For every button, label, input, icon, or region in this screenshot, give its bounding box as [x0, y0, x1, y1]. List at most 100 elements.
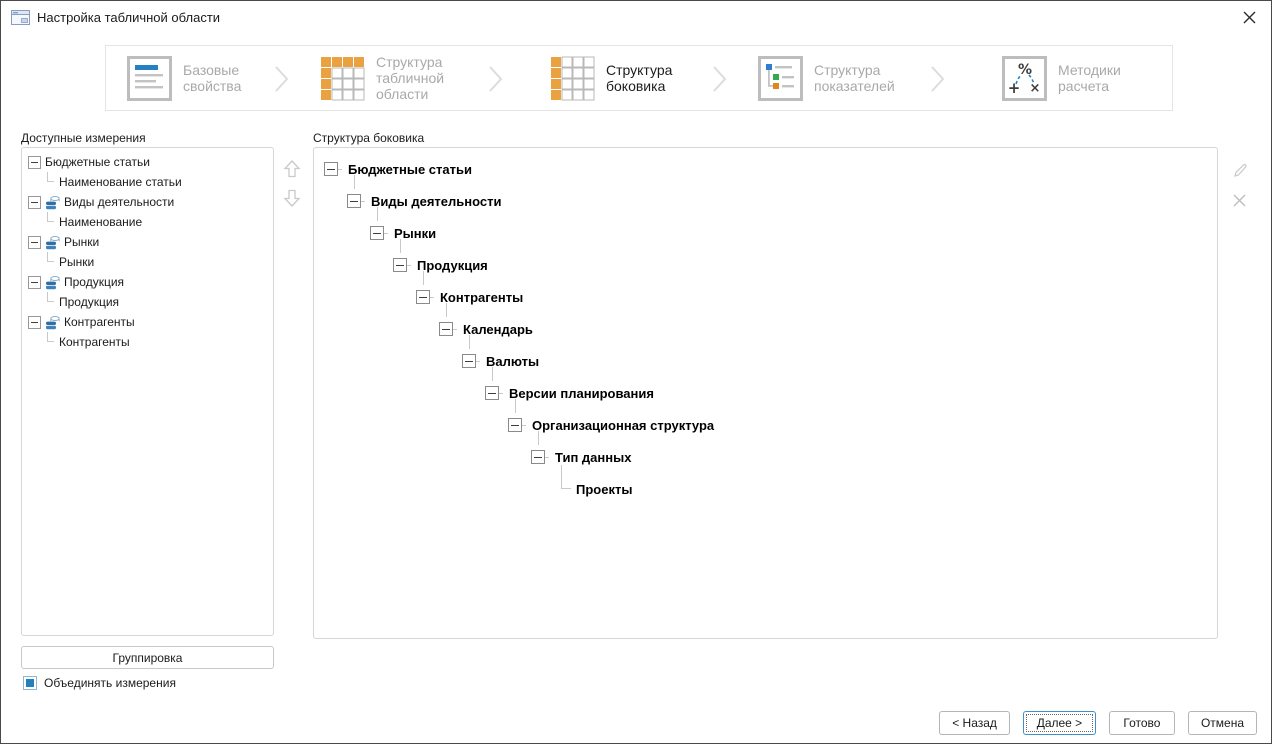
collapse-expander-icon[interactable] [324, 162, 338, 176]
window-title: Настройка табличной области [37, 10, 221, 25]
sidebar-tree-node[interactable]: Виды деятельности [314, 175, 1217, 217]
dimension-tree-child-node[interactable]: Продукция [22, 292, 273, 312]
sidebar-tree-node[interactable]: Проекты [314, 465, 1217, 505]
collapse-expander-icon[interactable] [28, 155, 41, 169]
tree-node-label: Организационная структура [532, 417, 715, 433]
pencil-icon [1234, 163, 1247, 177]
sidebar-tree-node[interactable]: Тип данных [314, 431, 1217, 473]
collapse-expander-icon[interactable] [439, 322, 453, 336]
tree-connector-line [561, 465, 571, 489]
tree-connector-line [400, 239, 401, 253]
delete-icon [1233, 194, 1246, 207]
tree-connector-line [407, 264, 411, 266]
chevron-right-icon [272, 64, 292, 94]
collapse-expander-icon[interactable] [28, 235, 41, 249]
collapse-expander-icon[interactable] [416, 290, 430, 304]
tree-connector-line [522, 424, 526, 426]
wizard-step-4[interactable]: Структура показателей [758, 46, 916, 110]
wizard-step-label: Методики расчета [1058, 62, 1121, 94]
dimension-icon [45, 315, 60, 330]
wizard-step-label: Базовые свойства [183, 62, 242, 94]
collapse-expander-icon[interactable] [370, 226, 384, 240]
collapse-expander-icon[interactable] [508, 418, 522, 432]
cancel-button[interactable]: Отмена [1187, 711, 1257, 735]
close-button[interactable] [1242, 10, 1258, 26]
remove-button[interactable] [1232, 193, 1249, 210]
edit-button[interactable] [1232, 162, 1249, 179]
tree-node-label: Контрагенты [59, 335, 130, 349]
dimension-icon [45, 275, 60, 290]
tree-connector-line [476, 360, 480, 362]
tree-connector-line [538, 431, 539, 445]
move-up-button[interactable] [283, 159, 301, 179]
tree-node-label: Наименование статьи [59, 175, 182, 189]
sidebar-tree-node[interactable]: Организационная структура [314, 399, 1217, 441]
tree-node-label: Контрагенты [64, 315, 135, 329]
tree-node-label: Рынки [59, 255, 95, 269]
finish-button[interactable]: Готово [1108, 711, 1175, 735]
dimension-tree-child-node[interactable]: Контрагенты [22, 332, 273, 352]
collapse-expander-icon[interactable] [28, 315, 41, 329]
document-icon [127, 55, 172, 101]
sidebar-tree-node[interactable]: Версии планирования [314, 367, 1217, 409]
dimension-tree-node[interactable]: Контрагенты [22, 312, 273, 332]
window-icon [11, 10, 30, 25]
collapse-expander-icon[interactable] [462, 354, 476, 368]
tree-connector-line [354, 175, 355, 189]
available-dimensions-label: Доступные измерения [21, 131, 146, 145]
tree-node-label: Продукция [59, 295, 120, 309]
merge-dimensions-checkbox[interactable] [23, 676, 37, 690]
next-button[interactable]: Далее > [1022, 711, 1096, 735]
sidebar-tree-node[interactable]: Рынки [314, 207, 1217, 249]
sidebar-tree-node[interactable]: Контрагенты [314, 271, 1217, 313]
chevron-right-icon [486, 64, 506, 94]
tree-connector-line [47, 332, 54, 342]
dimension-tree-child-node[interactable]: Наименование [22, 212, 273, 232]
wizard-step-5[interactable]: % + × Методики расчета [1002, 46, 1146, 110]
sidebar-tree-node[interactable]: Бюджетные статьи [314, 153, 1217, 185]
wizard-step-1[interactable]: Базовые свойства [127, 46, 263, 110]
dimension-tree-child-node[interactable]: Рынки [22, 252, 273, 272]
tree-connector-line [515, 399, 516, 413]
tree-node-label: Бюджетные статьи [45, 155, 150, 169]
wizard-step-label: Структура табличной области [376, 54, 445, 102]
tree-connector-line [469, 335, 470, 349]
svg-text:+: + [1008, 79, 1021, 97]
back-button[interactable]: < Назад [939, 711, 1010, 735]
tree-connector-line [47, 172, 54, 182]
tree-node-label: Валюты [486, 353, 540, 369]
tree-node-label: Бюджетные статьи [348, 161, 472, 177]
collapse-expander-icon[interactable] [28, 195, 41, 209]
collapse-expander-icon[interactable] [393, 258, 407, 272]
grouping-button[interactable]: Группировка [21, 646, 274, 669]
collapse-expander-icon[interactable] [28, 275, 41, 289]
sidebar-tree-node[interactable]: Продукция [314, 239, 1217, 281]
arrow-down-icon [283, 189, 301, 207]
dimension-tree-node[interactable]: Виды деятельности [22, 192, 273, 212]
footer-buttons: < Назад Далее > Готово Отмена [939, 711, 1257, 735]
merge-dimensions-label[interactable]: Объединять измерения [44, 676, 176, 690]
tree-node-label: Наименование [59, 215, 143, 229]
dimension-tree-node[interactable]: Продукция [22, 272, 273, 292]
tree-node-label: Версии планирования [509, 385, 654, 401]
tree-node-label: Рынки [394, 225, 437, 241]
move-down-button[interactable] [283, 188, 301, 208]
sidebar-tree-node[interactable]: Валюты [314, 335, 1217, 377]
dimension-tree-node[interactable]: Бюджетные статьи [22, 152, 273, 172]
collapse-expander-icon[interactable] [531, 450, 545, 464]
wizard-step-2[interactable]: Структура табличной области [320, 46, 466, 110]
tree-node-label: Контрагенты [440, 289, 524, 305]
wizard-step-3[interactable]: Структура боковика [550, 46, 700, 110]
tree-connector-line [446, 303, 447, 317]
collapse-expander-icon[interactable] [485, 386, 499, 400]
tree-node-label: Тип данных [555, 449, 632, 465]
dimension-tree-child-node[interactable]: Наименование статьи [22, 172, 273, 192]
dimension-icon [45, 195, 60, 210]
dimension-tree-node[interactable]: Рынки [22, 232, 273, 252]
tree-node-label: Рынки [64, 235, 100, 249]
collapse-expander-icon[interactable] [347, 194, 361, 208]
tree-node-label: Виды деятельности [371, 193, 502, 209]
sidebar-tree-node[interactable]: Календарь [314, 303, 1217, 345]
tree-node-label: Календарь [463, 321, 533, 337]
